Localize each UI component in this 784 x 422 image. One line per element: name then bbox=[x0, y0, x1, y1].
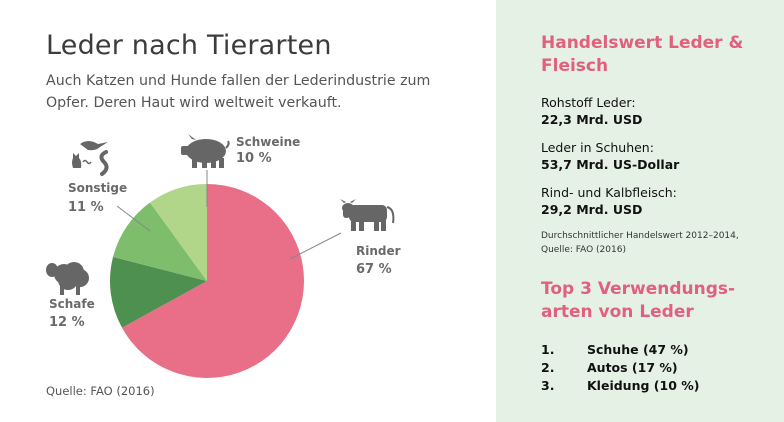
list-rank: 3. bbox=[541, 378, 555, 393]
leader-line-rinder bbox=[289, 232, 342, 260]
stat-value: 53,7 Mrd. US-Dollar bbox=[541, 157, 680, 172]
pie-slice-schweine bbox=[149, 184, 207, 281]
leader-lines bbox=[116, 170, 342, 260]
stat-raw-leather: Rohstoff Leder: 22,3 Mrd. USD bbox=[541, 94, 642, 128]
list-item: 2. Autos (17 %) bbox=[541, 359, 699, 377]
top-uses-heading: Top 3 Verwendungs-arten von Leder bbox=[541, 279, 736, 322]
slice-label-sonstige: Sonstige bbox=[68, 181, 127, 195]
trade-value-heading: Handelswert Leder & Fleisch bbox=[541, 33, 744, 76]
slice-label-rinder: Rinder bbox=[356, 244, 401, 258]
list-text: Autos (17 %) bbox=[587, 360, 678, 375]
stat-label: Rind- und Kalbfleisch: bbox=[541, 185, 677, 200]
cow-icon bbox=[340, 199, 395, 231]
stat-leather-shoes: Leder in Schuhen: 53,7 Mrd. US-Dollar bbox=[541, 139, 679, 173]
list-text: Schuhe (47 %) bbox=[587, 342, 689, 357]
stat-label: Leder in Schuhen: bbox=[541, 140, 654, 155]
stat-value: 29,2 Mrd. USD bbox=[541, 202, 643, 217]
slice-value-schweine: 10 % bbox=[236, 151, 272, 166]
top-uses-list: 1. Schuhe (47 %) 2. Autos (17 %) 3. Kleidun… bbox=[541, 341, 699, 395]
sidebar-panel: Handelswert Leder & Fleisch Rohstoff Led… bbox=[496, 0, 784, 422]
misc-animals-icon bbox=[72, 141, 109, 176]
stat-beef-veal: Rind- und Kalbfleisch: 29,2 Mrd. USD bbox=[541, 184, 677, 218]
slice-label-schafe: Schafe bbox=[49, 297, 95, 311]
page-subtitle: Auch Katzen und Hunde fallen der Lederin… bbox=[46, 73, 431, 111]
page-title: Leder nach Tierarten bbox=[46, 30, 332, 61]
chart-panel: Leder nach Tierarten Auch Katzen und Hun… bbox=[46, 30, 431, 398]
slice-value-schafe: 12 % bbox=[49, 315, 85, 330]
list-text: Kleidung (10 %) bbox=[587, 378, 700, 393]
list-rank: 2. bbox=[541, 360, 555, 375]
chart-source: Quelle: FAO (2016) bbox=[46, 384, 155, 398]
slice-value-rinder: 67 % bbox=[356, 262, 392, 277]
stat-value: 22,3 Mrd. USD bbox=[541, 112, 643, 127]
slice-value-sonstige: 11 % bbox=[68, 200, 104, 215]
list-item: 3. Kleidung (10 %) bbox=[541, 377, 699, 395]
pig-icon bbox=[181, 134, 230, 168]
leader-line-sonstige bbox=[116, 205, 151, 232]
slice-label-schweine: Schweine bbox=[236, 135, 300, 149]
pie-slice-schafe bbox=[110, 256, 207, 328]
stat-label: Rohstoff Leder: bbox=[541, 95, 636, 110]
pie-slice-rinder bbox=[121, 184, 305, 378]
list-item: 1. Schuhe (47 %) bbox=[541, 341, 699, 359]
sheep-icon bbox=[46, 262, 89, 295]
list-rank: 1. bbox=[541, 342, 555, 357]
pie-slices bbox=[110, 184, 305, 378]
pie-chart: Schweine 10 % Sonstige 11 % Rinder 67 % … bbox=[46, 134, 401, 378]
pie-slice-sonstige bbox=[113, 202, 207, 281]
trade-value-note: Durchschnittlicher Handelswert 2012–2014… bbox=[541, 231, 739, 255]
